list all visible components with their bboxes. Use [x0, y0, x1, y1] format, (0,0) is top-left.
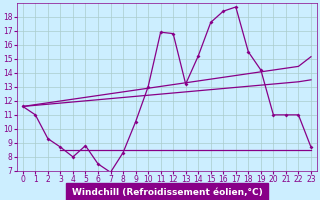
X-axis label: Windchill (Refroidissement éolien,°C): Windchill (Refroidissement éolien,°C) — [72, 188, 262, 197]
